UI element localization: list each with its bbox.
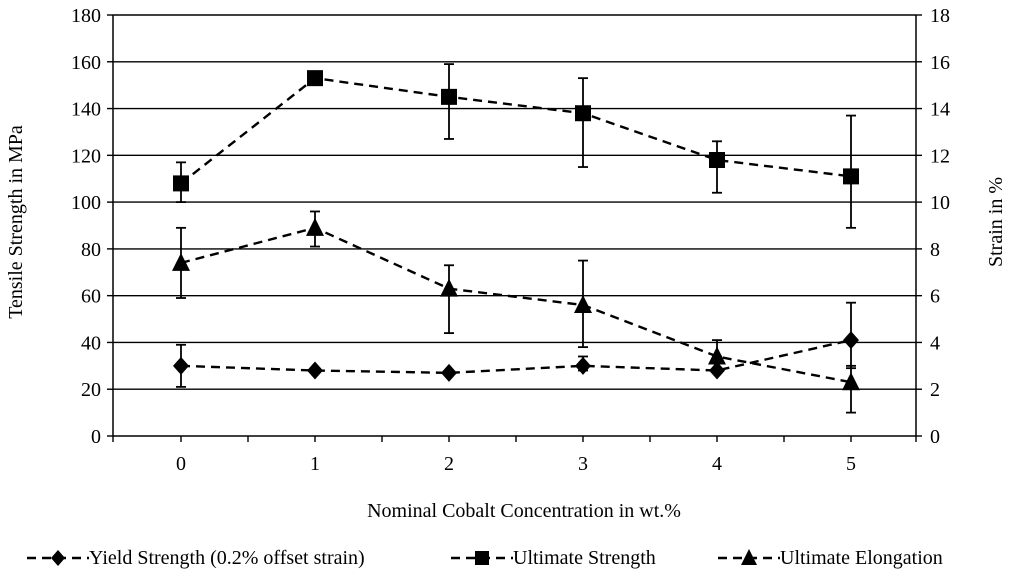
x-axis-ticks: 0 1 2 3 4 5 [112, 436, 917, 475]
point-elongation-3 [574, 295, 592, 314]
point-yield-4 [709, 361, 725, 380]
y-axis-ticks: 0 20 40 60 80 100 120 140 160 180 [71, 5, 113, 448]
y2-tick-label-18: 18 [930, 5, 950, 27]
point-ultimate-0 [173, 175, 189, 192]
legend-label-yield: Yield Strength (0.2% offset strain) [89, 547, 365, 569]
point-elongation-1 [306, 217, 324, 236]
series-line-yield [180, 338, 852, 375]
point-yield-2 [441, 363, 457, 382]
x-tick-label-0: 0 [176, 453, 186, 475]
point-yield-5 [843, 331, 859, 350]
legend-item-ultimate: Ultimate Strength [451, 547, 656, 569]
point-elongation-2 [440, 278, 458, 297]
point-elongation-4 [708, 346, 726, 365]
y-tick-label-80: 80 [81, 239, 101, 261]
y2-axis-title: Strain in % [985, 177, 1007, 267]
legend-label-ultimate: Ultimate Strength [513, 547, 656, 569]
series-yield [173, 301, 859, 388]
point-yield-1 [307, 361, 323, 380]
y2-tick-label-12: 12 [930, 145, 950, 167]
point-yield-3 [575, 356, 591, 375]
y-tick-label-0: 0 [91, 426, 101, 448]
legend-marker-ultimate [475, 551, 489, 565]
legend-item-elongation: Ultimate Elongation [718, 547, 943, 569]
x-axis-title: Nominal Cobalt Concentration in wt.% [367, 500, 681, 522]
y-tick-label-120: 120 [71, 145, 101, 167]
series-layer [172, 63, 860, 414]
point-ultimate-3 [575, 105, 591, 122]
series-elongation [172, 210, 860, 414]
series-line-ultimate [180, 76, 852, 185]
y2-tick-label-6: 6 [930, 286, 940, 308]
y2-tick-label-4: 4 [930, 332, 940, 354]
point-ultimate-1 [307, 70, 323, 87]
y-tick-label-20: 20 [81, 379, 101, 401]
y2-tick-label-2: 2 [930, 379, 940, 401]
y-tick-label-160: 160 [71, 52, 101, 74]
series-ultimate [173, 63, 859, 229]
y2-tick-label-10: 10 [930, 192, 950, 214]
point-ultimate-2 [441, 88, 457, 105]
y-tick-label-100: 100 [71, 192, 101, 214]
y-tick-label-40: 40 [81, 332, 101, 354]
y2-axis-ticks: 0 2 4 6 8 10 12 14 16 18 [916, 5, 950, 448]
legend-item-yield: Yield Strength (0.2% offset strain) [27, 547, 365, 569]
y-tick-label-140: 140 [71, 99, 101, 121]
point-elongation-0 [172, 252, 190, 271]
point-ultimate-4 [709, 152, 725, 169]
legend-marker-yield [51, 550, 65, 566]
y-tick-label-180: 180 [71, 5, 101, 27]
y2-tick-label-16: 16 [930, 52, 950, 74]
gridlines [113, 14, 916, 390]
y2-tick-label-0: 0 [930, 426, 940, 448]
y2-tick-label-8: 8 [930, 239, 940, 261]
point-ultimate-5 [843, 168, 859, 185]
y-tick-label-60: 60 [81, 286, 101, 308]
x-tick-label-5: 5 [846, 453, 856, 475]
x-tick-label-4: 4 [712, 453, 722, 475]
x-tick-label-1: 1 [310, 453, 320, 475]
legend-label-elongation: Ultimate Elongation [780, 547, 943, 569]
x-tick-label-2: 2 [444, 453, 454, 475]
point-elongation-5 [842, 372, 860, 391]
x-tick-label-3: 3 [578, 453, 588, 475]
y2-tick-label-14: 14 [930, 99, 950, 121]
series-line-elongation [180, 226, 852, 384]
y-axis-title: Tensile Strength in MPa [5, 125, 27, 319]
point-yield-0 [173, 356, 189, 375]
legend-marker-elongation [741, 549, 757, 565]
legend: Yield Strength (0.2% offset strain) Ultim… [27, 547, 943, 569]
axes [112, 15, 917, 437]
